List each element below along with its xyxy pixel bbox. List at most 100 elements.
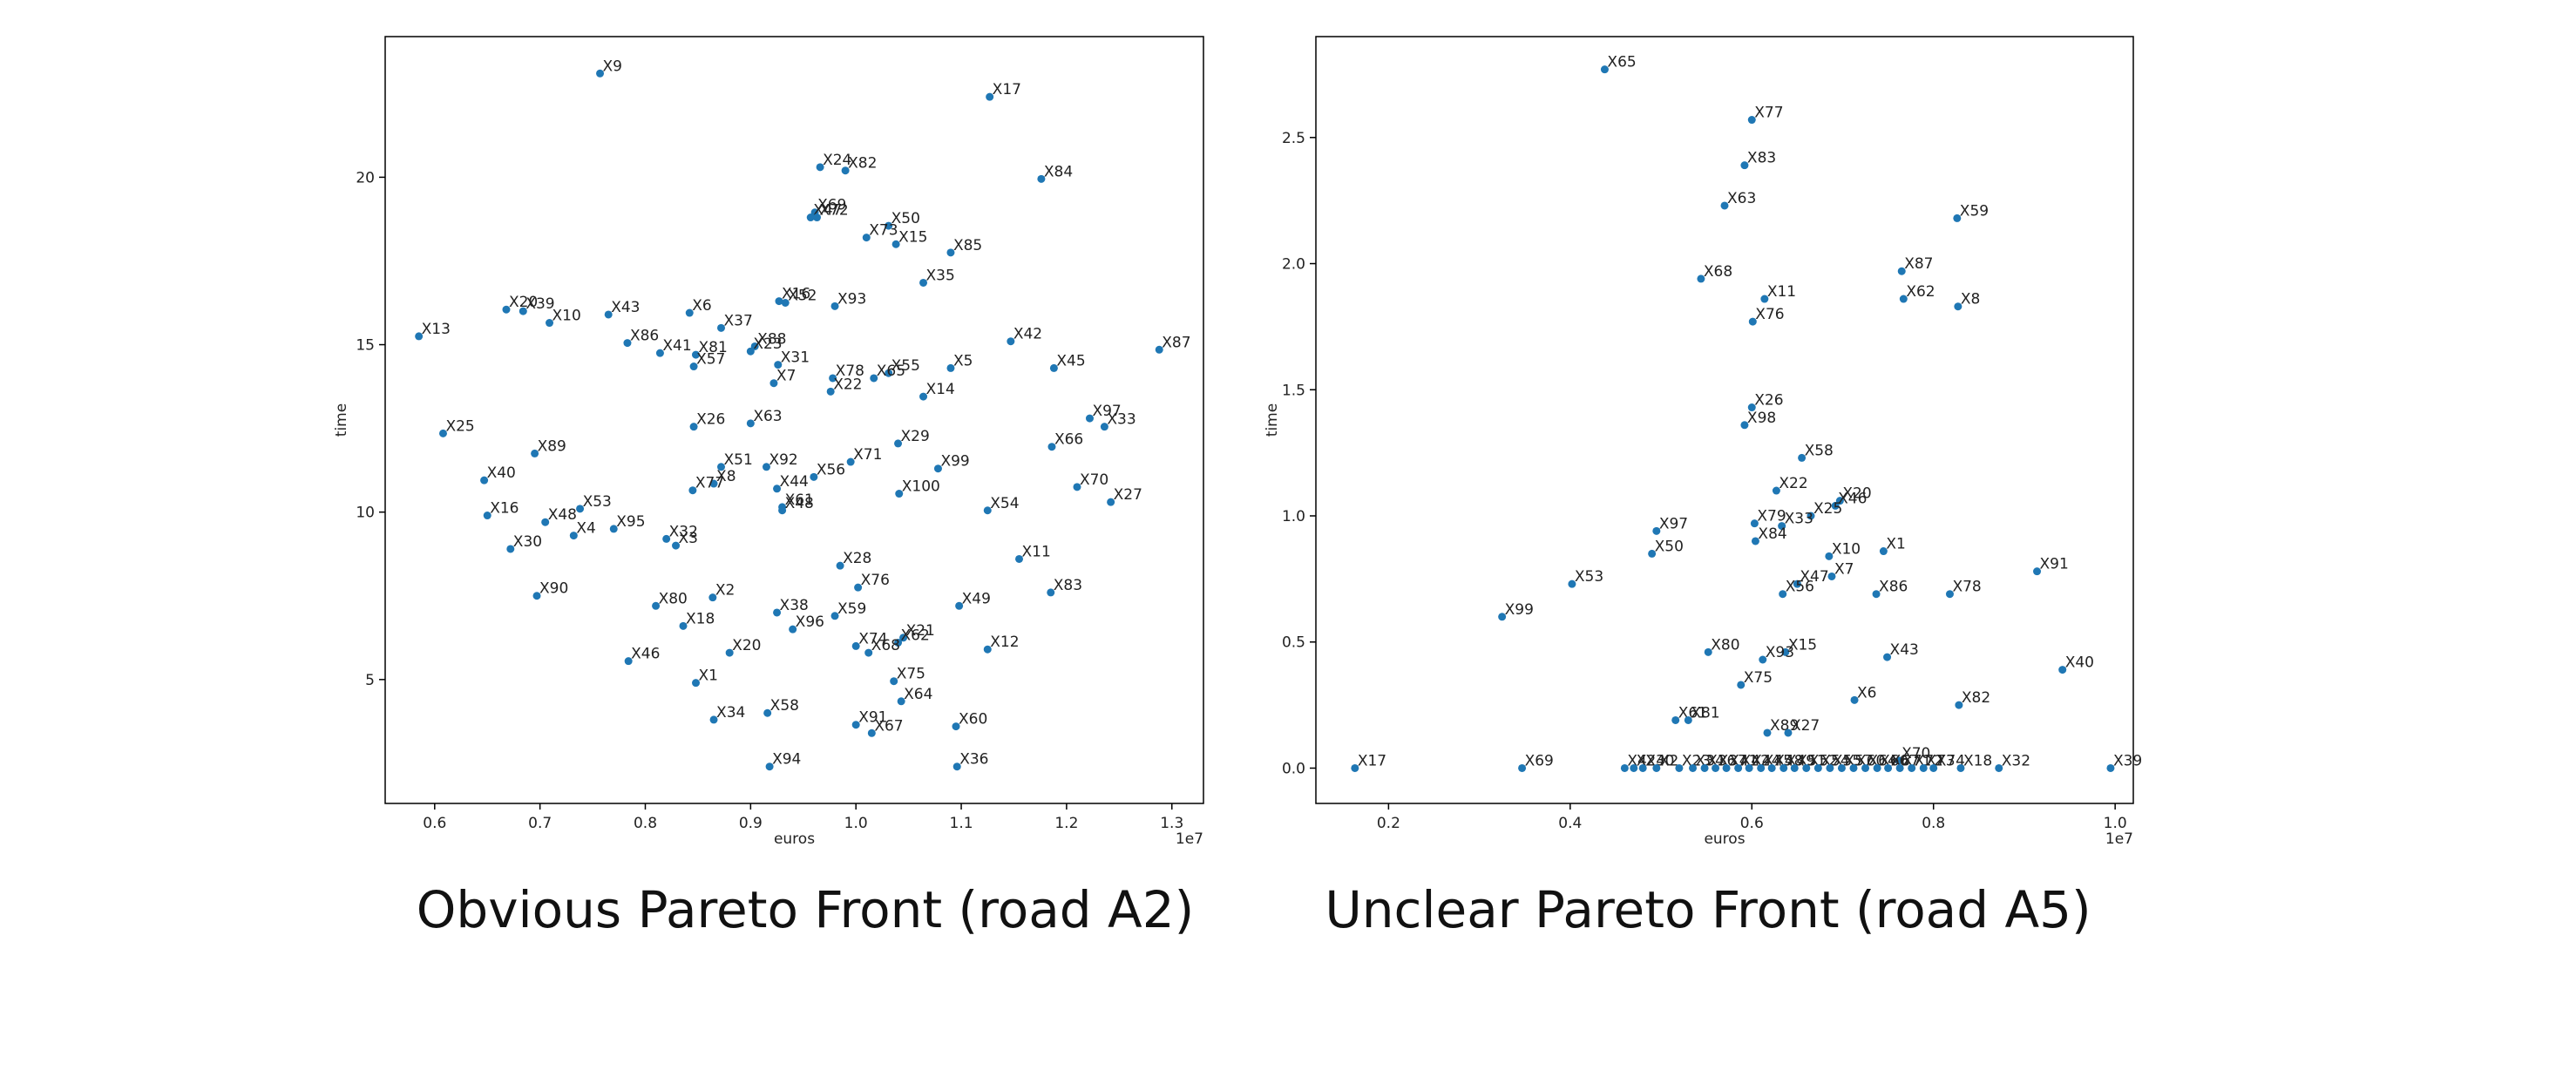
data-point xyxy=(836,561,844,570)
data-point xyxy=(919,278,928,287)
point-label: X41 xyxy=(662,337,691,355)
data-point xyxy=(1740,161,1749,170)
data-point xyxy=(773,608,782,617)
y-tick-label: 1.5 xyxy=(1282,382,1305,399)
x-tick-label: 1.1 xyxy=(950,815,973,832)
point-label: X46 xyxy=(631,646,660,663)
data-point xyxy=(1908,763,1916,772)
data-point xyxy=(1037,174,1046,183)
point-label: X69 xyxy=(817,197,846,214)
plot-frame xyxy=(384,36,1204,804)
point-label: X27 xyxy=(1114,486,1142,504)
x-tick-label: 0.6 xyxy=(1740,815,1764,832)
data-point xyxy=(541,518,550,526)
data-point xyxy=(1825,552,1834,560)
data-point xyxy=(692,679,701,688)
data-point xyxy=(725,648,734,657)
data-point xyxy=(867,728,876,737)
point-label: X39 xyxy=(525,295,554,313)
data-point xyxy=(1763,728,1772,737)
data-point xyxy=(897,697,905,706)
point-label: X62 xyxy=(1906,283,1935,301)
point-label: X10 xyxy=(552,308,581,325)
chart-left-obvious-pareto: 0.6 0.7 0.8 0.9 1.0 1.1 1.2 1.3 5 10 15 20 euros time… xyxy=(333,36,1204,848)
point-label: X58 xyxy=(1805,442,1834,459)
point-label: X7 xyxy=(1834,560,1854,578)
data-point xyxy=(826,387,835,396)
data-point xyxy=(672,541,681,550)
data-point xyxy=(955,601,964,610)
data-point xyxy=(1722,763,1731,772)
data-point xyxy=(816,163,824,172)
point-label: X5 xyxy=(953,352,973,369)
caption-right: Unclear Pareto Front (road A5) xyxy=(1325,880,2091,939)
point-label: X6 xyxy=(692,297,711,315)
data-point xyxy=(952,762,961,771)
x-tick-label: 1.0 xyxy=(2104,815,2127,832)
point-label: X32 xyxy=(2002,752,2030,769)
data-point xyxy=(483,512,491,520)
data-point xyxy=(899,634,908,642)
data-point xyxy=(1107,498,1115,506)
data-point xyxy=(1831,501,1840,510)
point-label: X43 xyxy=(1890,641,1919,659)
point-label: X76 xyxy=(1755,306,1784,323)
point-label: X63 xyxy=(1727,190,1756,207)
y-tick-label: 2.0 xyxy=(1282,256,1305,274)
caption-left: Obvious Pareto Front (road A2) xyxy=(416,880,1195,939)
data-point xyxy=(1793,579,1801,588)
point-label: X62 xyxy=(901,627,930,645)
point-label: X15 xyxy=(898,228,927,246)
data-point xyxy=(1798,453,1807,462)
point-label: X10 xyxy=(1832,540,1861,558)
data-point xyxy=(1498,613,1507,621)
data-point xyxy=(1675,763,1684,772)
point-label: X18 xyxy=(1963,752,1992,769)
x-offset-label: 1e7 xyxy=(2105,830,2133,848)
data-point xyxy=(2106,763,2115,772)
data-point xyxy=(1748,317,1757,326)
point-label: X16 xyxy=(490,500,519,518)
point-label: X85 xyxy=(953,237,982,254)
x-axis-label: euros xyxy=(774,830,815,848)
point-label: X76 xyxy=(861,572,890,589)
x-axis-label: euros xyxy=(1704,830,1745,848)
point-label: X64 xyxy=(904,686,932,703)
point-label: X93 xyxy=(1766,644,1794,661)
data-point xyxy=(851,641,860,650)
data-point xyxy=(689,423,698,431)
point-label: X49 xyxy=(962,590,991,607)
point-label: X30 xyxy=(513,533,542,551)
data-point xyxy=(1835,497,1844,505)
point-label: X53 xyxy=(1575,568,1603,586)
data-point xyxy=(576,505,585,513)
point-label: X67 xyxy=(874,717,903,735)
point-label: X20 xyxy=(1842,485,1871,503)
data-point xyxy=(506,545,515,553)
point-label: X35 xyxy=(926,267,955,284)
data-point xyxy=(1850,695,1859,704)
data-point xyxy=(1047,443,1056,451)
data-point xyxy=(1759,655,1767,664)
point-label: X83 xyxy=(1054,577,1082,594)
point-label: X100 xyxy=(902,478,940,496)
point-label: X55 xyxy=(891,357,920,375)
data-point xyxy=(1790,763,1799,772)
point-label: X78 xyxy=(1952,579,1981,596)
data-point xyxy=(773,485,782,493)
point-label: X2 xyxy=(1659,752,1678,769)
point-label: X82 xyxy=(848,155,877,173)
data-point xyxy=(689,363,698,371)
data-point xyxy=(933,464,942,473)
point-label: X24 xyxy=(823,152,851,169)
data-point xyxy=(894,439,903,448)
data-point xyxy=(895,490,904,498)
point-label: X40 xyxy=(2065,654,2094,672)
point-label: X93 xyxy=(837,290,866,308)
point-label: X81 xyxy=(1691,704,1719,722)
data-point xyxy=(662,534,671,543)
data-point xyxy=(709,715,718,724)
data-point xyxy=(851,721,860,729)
data-point xyxy=(709,479,718,488)
x-tick-label: 1.0 xyxy=(844,815,868,832)
